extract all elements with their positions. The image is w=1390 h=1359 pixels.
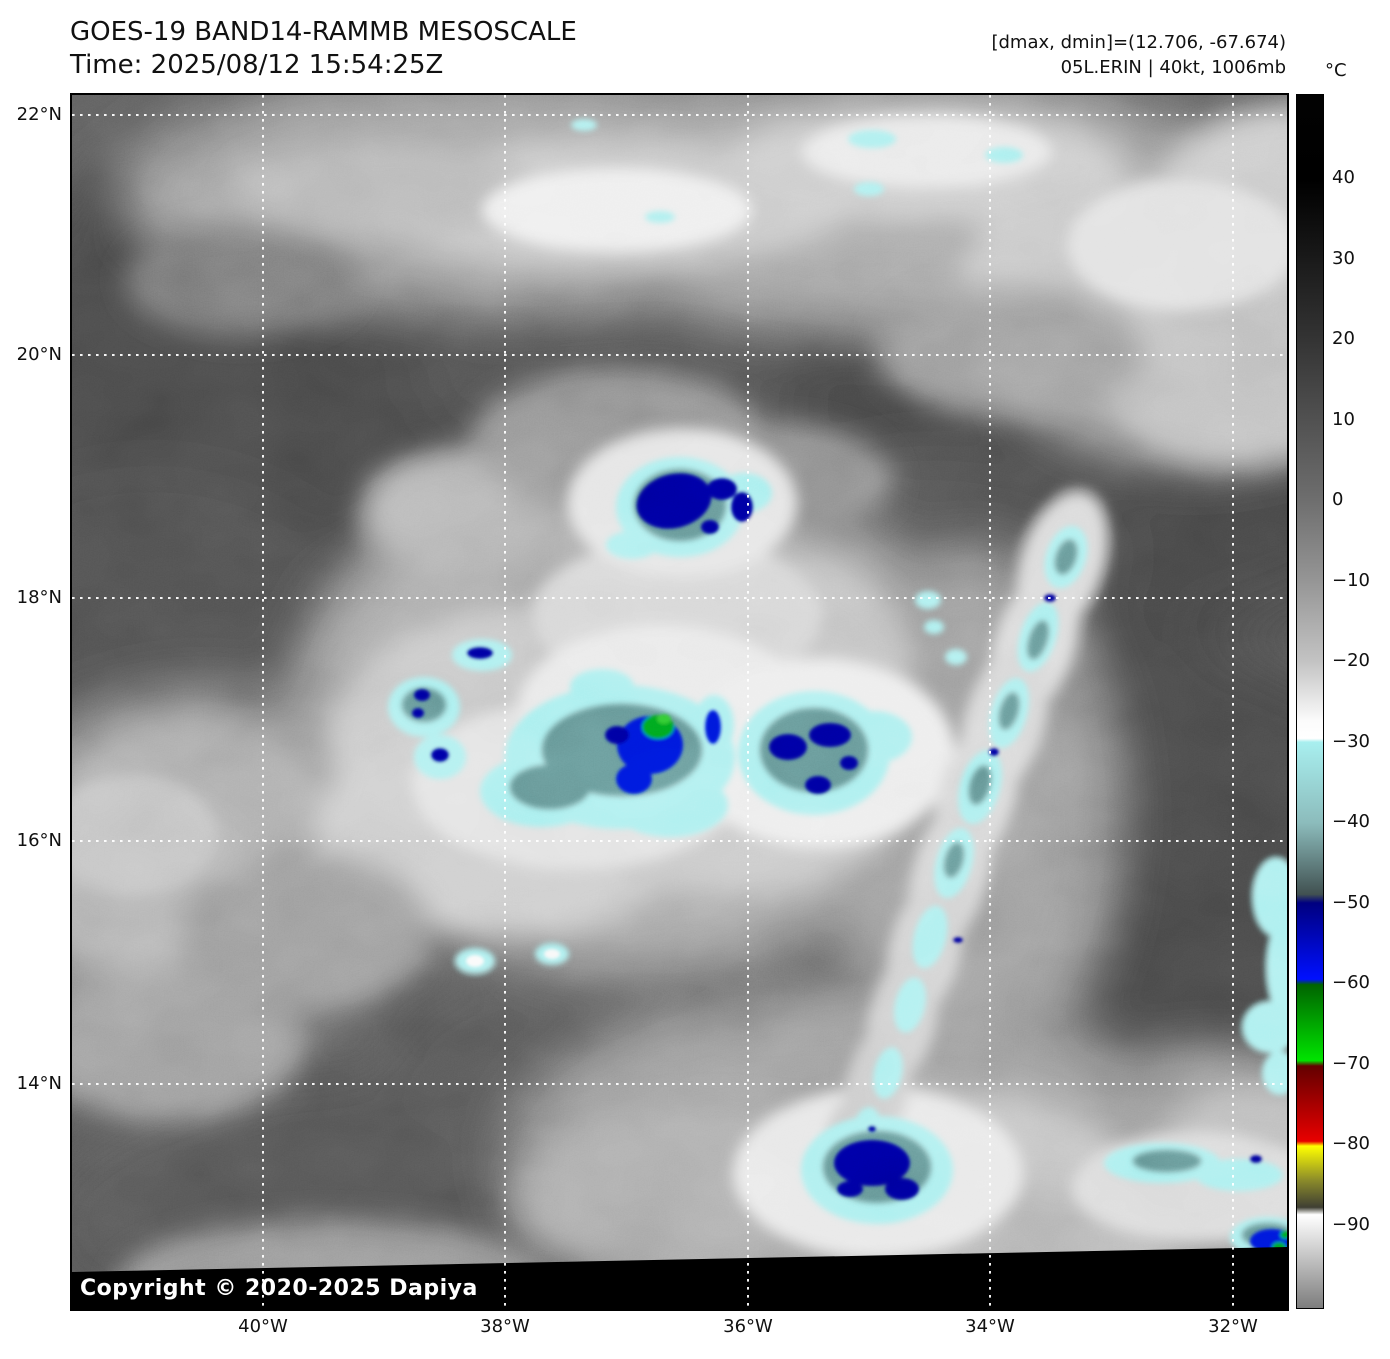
colorbar-tick: −20	[1332, 650, 1370, 671]
dmax-dmin-label: [dmax, dmin]=(12.706, -67.674)	[991, 32, 1286, 53]
colorbar-tick: −10	[1332, 570, 1370, 591]
colorbar-tick: 10	[1332, 409, 1355, 430]
lat-label: 18°N	[16, 587, 62, 608]
copyright-text: Copyright © 2020-2025 Dapiya	[80, 1276, 478, 1301]
satellite-image	[72, 95, 1287, 1309]
satellite-map: Copyright © 2020-2025 Dapiya	[70, 93, 1289, 1311]
colorbar-tick: −80	[1332, 1133, 1370, 1154]
no-data-wedge	[72, 1247, 1287, 1309]
lat-label: 22°N	[16, 104, 62, 125]
header-right: [dmax, dmin]=(12.706, -67.674) 05L.ERIN …	[800, 30, 1286, 80]
lon-label: 40°W	[238, 1316, 288, 1337]
page-title: GOES-19 BAND14-RAMMB MESOSCALE	[70, 17, 577, 47]
lat-label: 20°N	[16, 344, 62, 365]
colorbar-tick: −30	[1332, 731, 1370, 752]
colorbar-tick: −50	[1332, 892, 1370, 913]
header-left: GOES-19 BAND14-RAMMB MESOSCALE Time: 202…	[70, 16, 577, 82]
lat-label: 14°N	[16, 1073, 62, 1094]
colorbar-tick: −90	[1332, 1214, 1370, 1235]
colorbar-tick: −60	[1332, 972, 1370, 993]
lon-label: 34°W	[965, 1316, 1015, 1337]
storm-info-label: 05L.ERIN | 40kt, 1006mb	[1060, 57, 1286, 78]
colorbar-tick: 40	[1332, 167, 1355, 188]
lon-label: 38°W	[480, 1316, 530, 1337]
colorbar-tick: 0	[1332, 489, 1344, 510]
colorbar-tick: −40	[1332, 811, 1370, 832]
colorbar-unit: °C	[1325, 60, 1347, 81]
colorbar-tick: 20	[1332, 328, 1355, 349]
lon-label: 32°W	[1208, 1316, 1258, 1337]
lat-label: 16°N	[16, 830, 62, 851]
colorbar-tick: −70	[1332, 1053, 1370, 1074]
colorbar-tick: 30	[1332, 248, 1355, 269]
colorbar-scale	[1296, 94, 1324, 1309]
timestamp-label: Time: 2025/08/12 15:54:25Z	[70, 50, 444, 80]
gridlines	[72, 95, 1287, 1309]
lon-label: 36°W	[723, 1316, 773, 1337]
